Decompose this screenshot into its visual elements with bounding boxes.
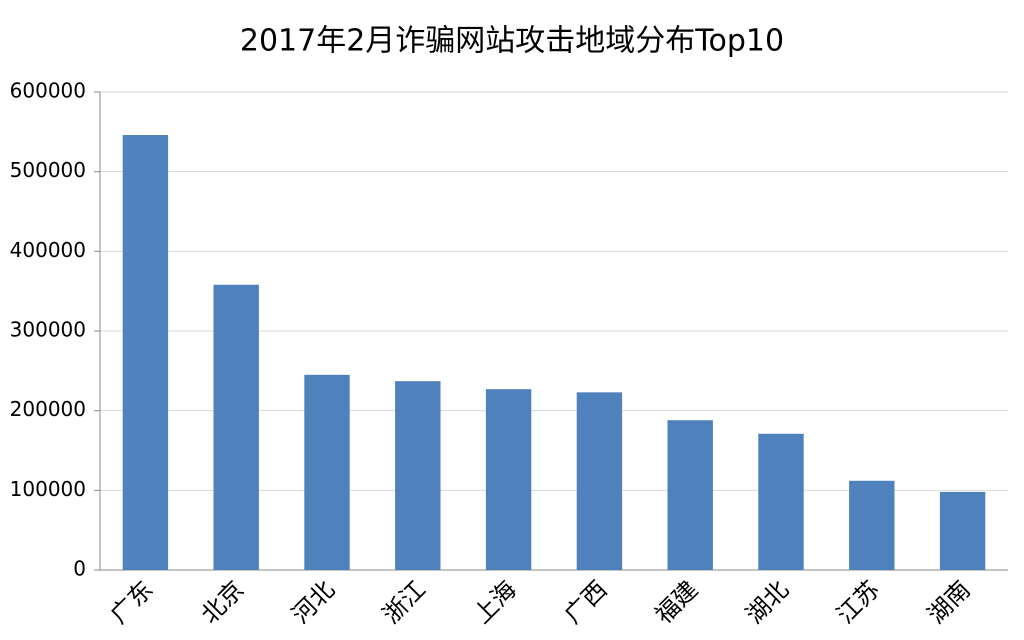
bar [395,381,441,570]
bar [485,389,532,570]
y-tick-label: 400000 [10,238,86,262]
x-tick-label: 河北 [286,575,340,629]
bar [758,433,804,570]
x-tick-label: 江苏 [831,575,885,629]
y-tick-label: 100000 [10,477,86,501]
x-tick-label: 广西 [559,575,613,629]
bar [213,284,259,570]
y-tick-label: 600000 [10,79,86,103]
bar [667,420,713,570]
bar [576,392,623,570]
bar [304,374,350,570]
bar [939,491,986,570]
y-tick-label: 0 [73,557,86,581]
x-tick-label: 湖南 [922,575,976,629]
x-tick-label: 广东 [105,575,159,629]
x-tick-label: 湖北 [740,575,794,629]
bar [122,135,169,570]
x-tick-label: 浙江 [377,575,431,629]
chart-title: 2017年2月诈骗网站攻击地域分布Top10 [240,24,784,59]
y-tick-label: 300000 [10,318,86,342]
y-tick-label: 500000 [10,158,86,182]
x-tick-label: 福建 [650,575,704,629]
y-tick-label: 200000 [10,397,86,421]
x-tick-label: 北京 [196,575,250,629]
x-tick-label: 上海 [468,575,522,629]
bar [849,480,895,570]
